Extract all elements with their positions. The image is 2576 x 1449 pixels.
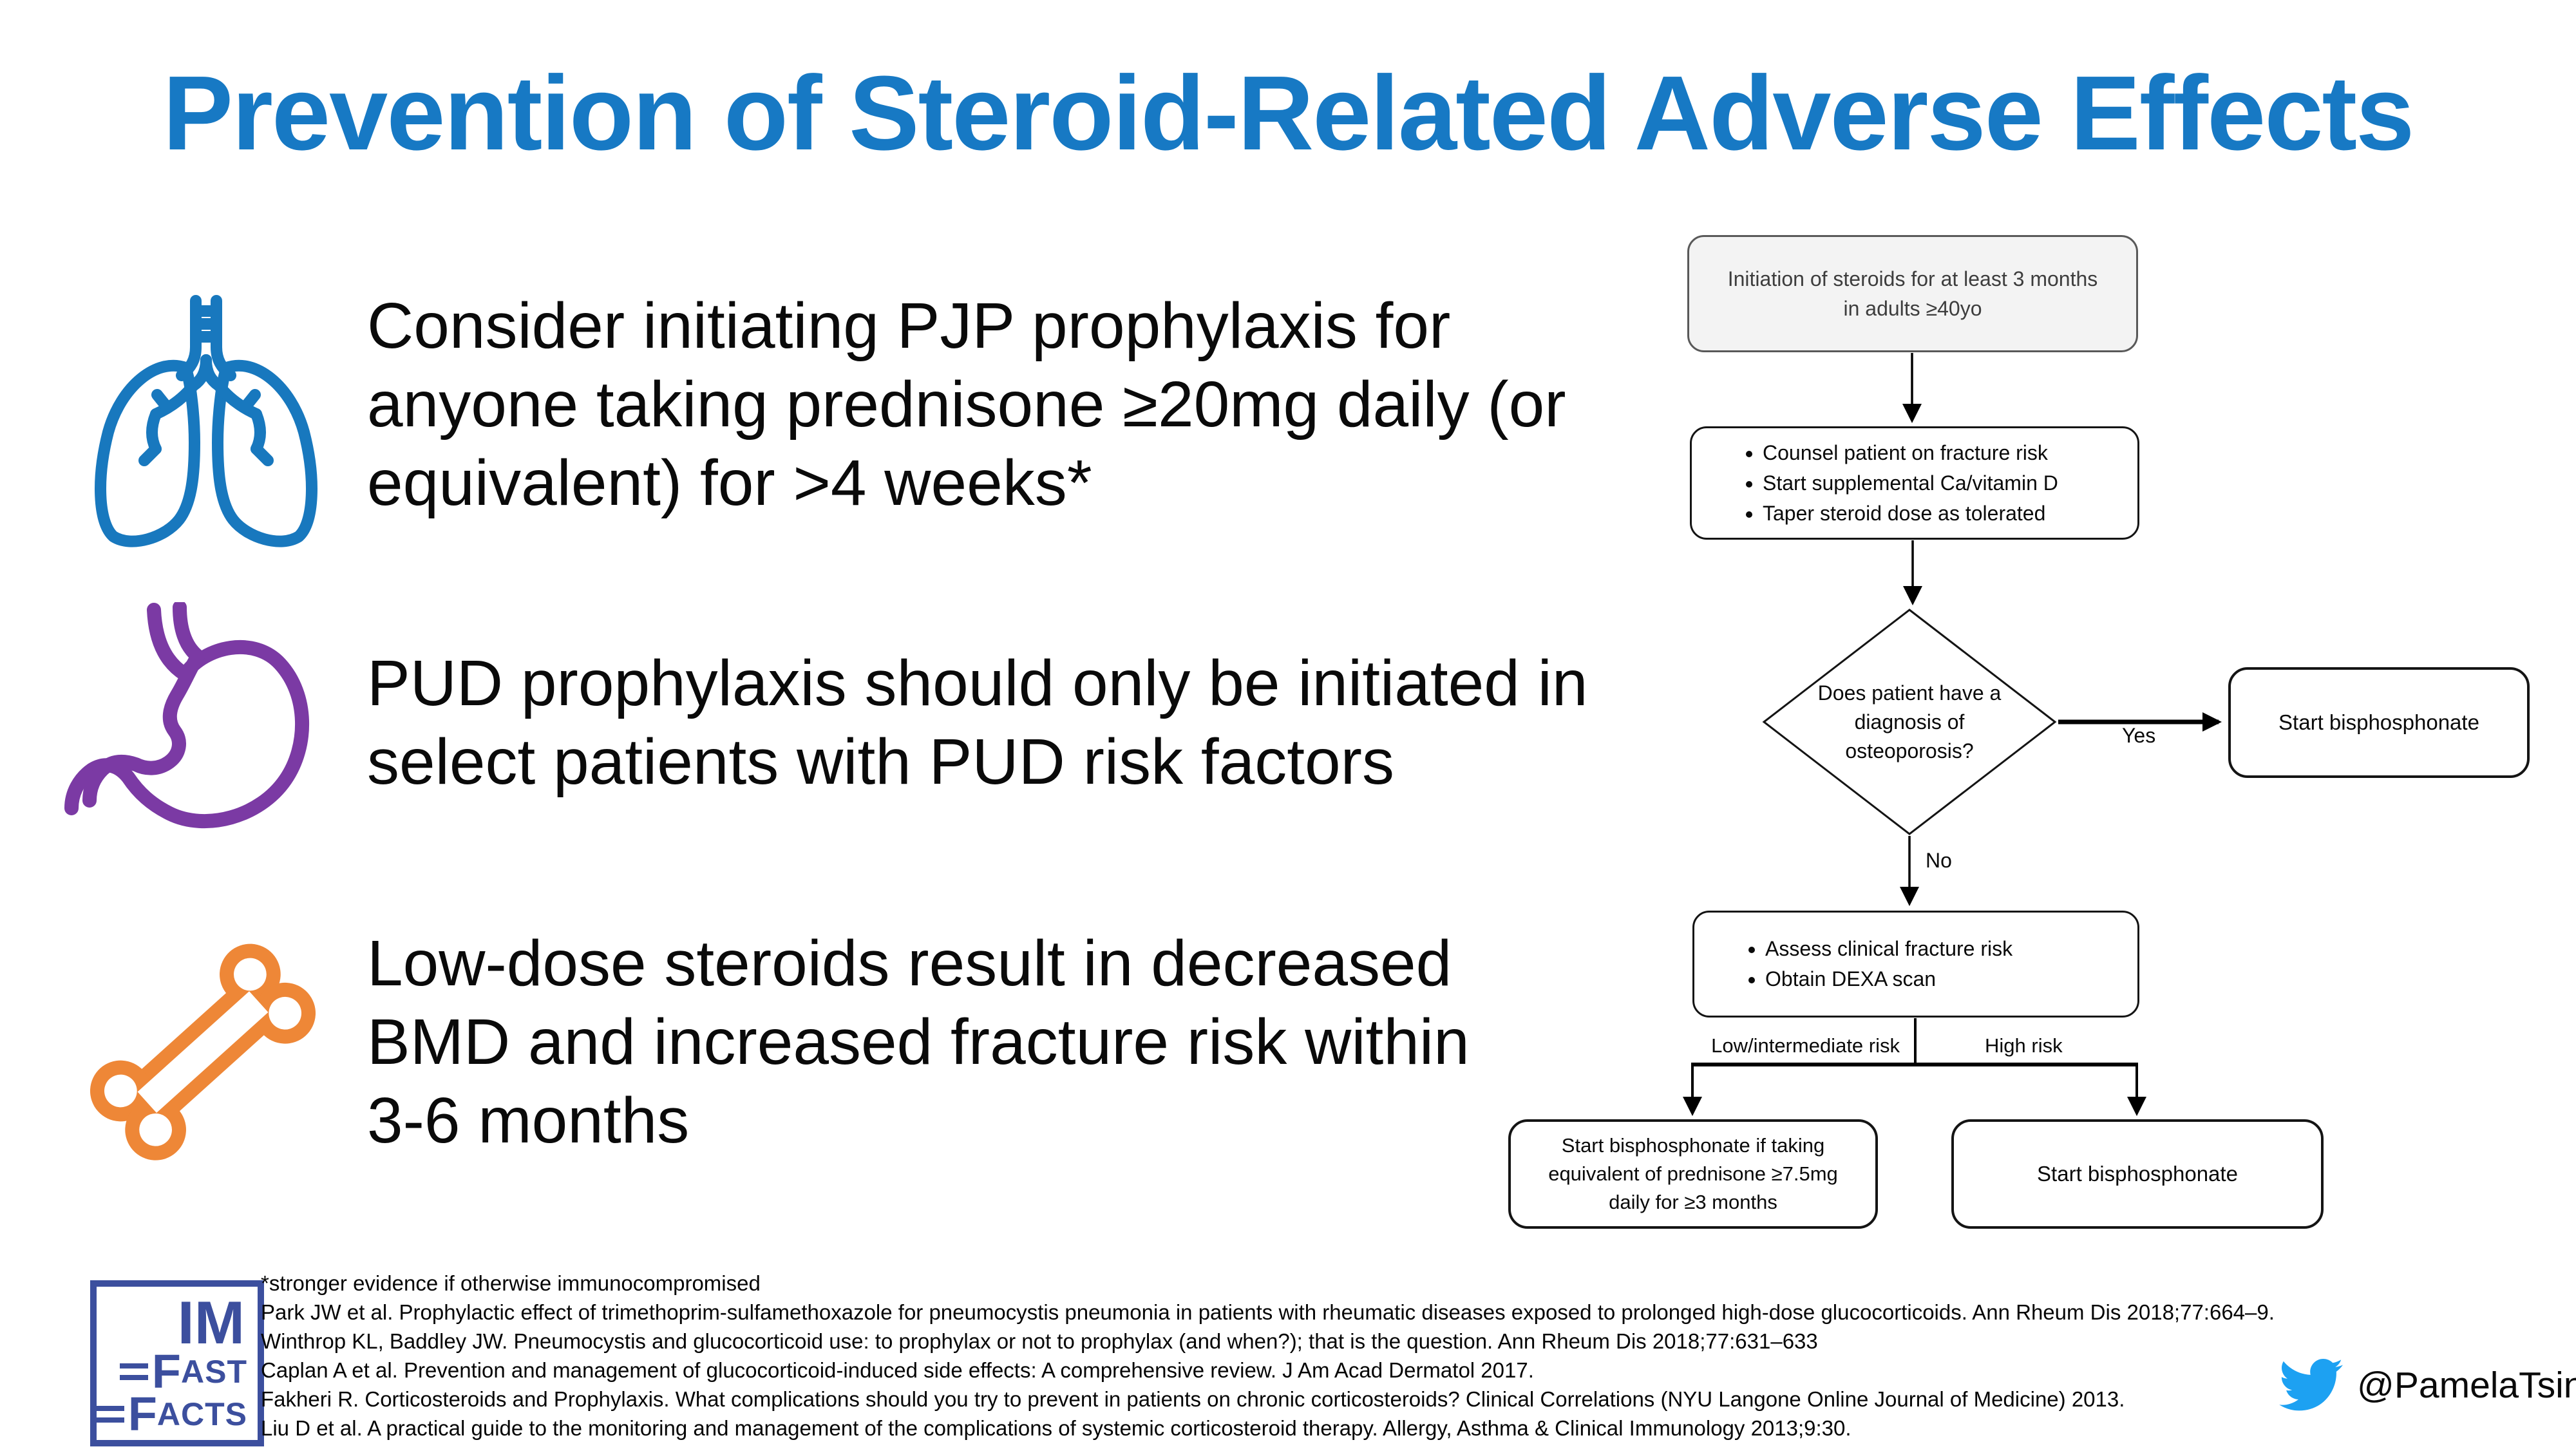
reference-line: Park JW et al. Prophylactic effect of tr…	[261, 1300, 2275, 1324]
bullet-text-pjp: Consider initiating PJP prophylaxis for …	[367, 290, 1566, 519]
reference-line: Caplan A et al. Prevention and managemen…	[261, 1358, 1534, 1382]
lungs-icon	[95, 295, 317, 547]
twitter-handle[interactable]: @PamelaTsing	[2357, 1365, 2576, 1406]
branch-label-low-intermediate-risk: Low/intermediate risk	[1711, 1034, 1900, 1057]
speed-lines-icon	[119, 1363, 148, 1380]
reference-line: Liu D et al. A practical guide to the mo…	[261, 1416, 1852, 1440]
footnote-asterisk: *stronger evidence if otherwise immunoco…	[261, 1271, 761, 1295]
list-item: Counsel patient on fracture risk	[1763, 438, 2058, 468]
flow-box-start-bisphosphonate-low: Start bisphosphonate if taking equivalen…	[1508, 1119, 1878, 1229]
list-item: Obtain DEXA scan	[1765, 964, 2012, 994]
speed-lines-icon	[97, 1406, 124, 1423]
list-item: Start supplemental Ca/vitamin D	[1763, 468, 2058, 498]
list-item: Taper steroid dose as tolerated	[1763, 498, 2058, 529]
branch-label-no: No	[1926, 849, 1952, 872]
counsel-list: Counsel patient on fracture risk Start s…	[1692, 438, 2058, 529]
flow-box-start-bisphosphonate-yes: Start bisphosphonate	[2228, 667, 2530, 778]
flow-box-start-bisphosphonate-high: Start bisphosphonate	[1951, 1119, 2324, 1229]
reference-line: Fakheri R. Corticosteroids and Prophylax…	[261, 1387, 2125, 1411]
branch-label-high-risk: High risk	[1985, 1034, 2063, 1057]
twitter-attribution: @PamelaTsing	[2278, 1359, 2576, 1412]
flow-box-counsel: Counsel patient on fracture risk Start s…	[1690, 426, 2139, 540]
bullet-text-pud: PUD prophylaxis should only be initiated…	[367, 647, 1588, 798]
flow-decision-osteoporosis: Does patient have a diagnosis of osteopo…	[1817, 681, 2002, 762]
references-block: *stronger evidence if otherwise immunoco…	[261, 1269, 2275, 1443]
branch-label-yes: Yes	[2122, 724, 2156, 747]
flow-box-assess: Assess clinical fracture risk Obtain DEX…	[1692, 911, 2139, 1018]
logo-facts-initial: F	[128, 1387, 157, 1441]
stomach-icon	[64, 602, 310, 828]
flow-box-initiation: Initiation of steroids for at least 3 mo…	[1687, 235, 2138, 352]
logo-fast-initial: F	[151, 1345, 181, 1398]
reference-line: Winthrop KL, Baddley JW. Pneumocystis an…	[261, 1329, 1818, 1353]
flow-box-text: Start bisphosphonate if taking equivalen…	[1548, 1134, 1838, 1213]
im-fast-facts-logo: IM F AST F ACTS	[90, 1280, 264, 1446]
logo-fast-row: F AST	[97, 1345, 258, 1398]
logo-facts-rest: ACTS	[156, 1396, 247, 1432]
logo-im-text: IM	[177, 1289, 245, 1356]
assess-list: Assess clinical fracture risk Obtain DEX…	[1694, 934, 2012, 994]
bone-icon	[90, 943, 316, 1160]
logo-fast-rest: AST	[181, 1354, 247, 1390]
twitter-bird-icon	[2279, 1359, 2343, 1411]
page-title: Prevention of Steroid-Related Adverse Ef…	[162, 54, 2415, 172]
bullet-text-bmd: Low-dose steroids result in decreased BM…	[367, 927, 1470, 1157]
list-item: Assess clinical fracture risk	[1765, 934, 2012, 964]
logo-facts-row: F ACTS	[97, 1387, 258, 1441]
